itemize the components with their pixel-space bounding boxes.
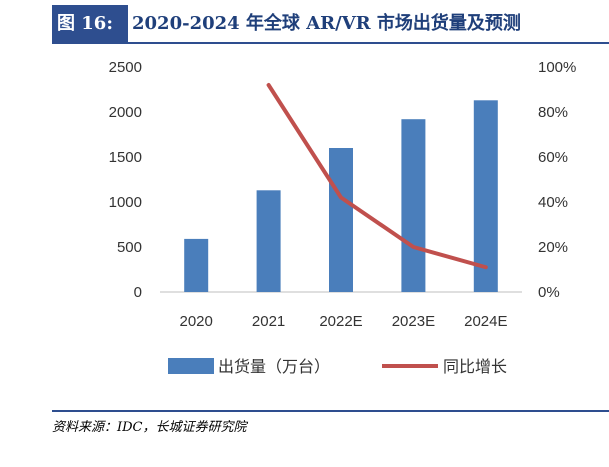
source-note: 资料来源：IDC，长城证券研究院 — [52, 410, 609, 435]
x-tick-label: 2023E — [392, 313, 435, 330]
bar-2024E — [473, 100, 498, 292]
y-right-tick-label: 60% — [538, 149, 568, 166]
x-tick-label: 2024E — [464, 313, 507, 330]
figure-label: 图 16: — [52, 5, 128, 42]
y-left-tick-label: 2500 — [109, 59, 142, 76]
y-left-tick-label: 500 — [117, 239, 142, 256]
legend-bar-swatch — [168, 358, 214, 374]
x-tick-label: 2022E — [319, 313, 362, 330]
figure-header: 图 16: 2020-2024 年全球 AR/VR 市场出货量及预测 — [52, 5, 609, 44]
y-left-tick-label: 2000 — [109, 104, 142, 121]
legend: 出货量（万台） 同比增长 — [168, 358, 507, 376]
y-left-tick-label: 1000 — [109, 194, 142, 211]
tick-labels: 0 500 1000 1500 2000 2500 0% 20% 40% 60% 80% 100% 20… — [109, 59, 577, 330]
x-tick-label: 2021 — [252, 313, 285, 330]
legend-bar-label: 出货量（万台） — [218, 358, 330, 376]
header-rule — [52, 42, 609, 44]
y-left-tick-label: 0 — [134, 284, 142, 301]
figure-title: 2020-2024 年全球 AR/VR 市场出货量及预测 — [132, 13, 521, 34]
bar-2021 — [256, 190, 281, 292]
y-right-tick-label: 80% — [538, 104, 568, 121]
y-right-tick-label: 0% — [538, 284, 560, 301]
line-series — [266, 83, 488, 270]
y-right-tick-label: 100% — [538, 59, 576, 76]
growth-line — [266, 83, 488, 270]
y-right-tick-label: 20% — [538, 239, 568, 256]
bar-2023E — [401, 119, 426, 292]
bar-series — [184, 100, 498, 292]
y-right-tick-label: 40% — [538, 194, 568, 211]
bar-2022E — [329, 148, 353, 292]
x-tick-label: 2020 — [180, 313, 213, 330]
bar-2020 — [184, 238, 209, 292]
y-left-tick-label: 1500 — [109, 149, 142, 166]
legend-line-label: 同比增长 — [443, 358, 507, 376]
